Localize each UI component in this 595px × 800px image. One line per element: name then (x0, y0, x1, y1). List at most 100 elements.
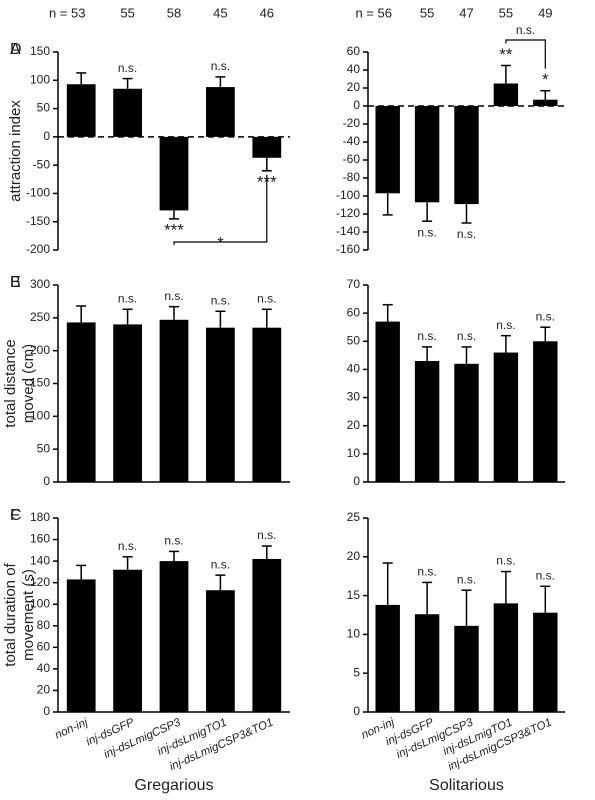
panel-letter: C (10, 507, 22, 524)
bar (66, 579, 96, 712)
y-tick-label: 50 (347, 333, 361, 347)
bar (252, 327, 282, 482)
bar (159, 561, 189, 712)
y-tick-label: 70 (347, 277, 361, 291)
n-label: n = 56 (355, 5, 392, 20)
y-tick-label: 20 (347, 549, 361, 563)
y-axis-label: total distance (2, 339, 19, 427)
n-label: 55 (499, 5, 513, 20)
significance-label: n.s. (457, 227, 476, 241)
bar (493, 83, 519, 106)
significance-label: *** (164, 220, 184, 239)
bar (206, 87, 235, 137)
y-tick-label: 20 (347, 80, 361, 94)
bar (414, 106, 440, 203)
y-tick-label: 10 (347, 627, 361, 641)
y-tick-label: 50 (37, 101, 51, 115)
y-axis-label: movement (s) (20, 569, 37, 661)
bracket-label: * (217, 233, 224, 252)
bar (66, 84, 96, 137)
bar (493, 352, 519, 482)
y-tick-label: 40 (347, 62, 361, 76)
panel-letter: A (10, 41, 21, 58)
y-tick-label: -160 (336, 242, 360, 256)
significance-label: n.s. (211, 557, 230, 571)
y-tick-label: 50 (37, 441, 51, 455)
bar (493, 603, 519, 712)
bar (454, 363, 479, 482)
y-tick-label: -200 (26, 242, 50, 256)
y-tick-label: 60 (37, 640, 51, 654)
y-tick-label: 20 (347, 418, 361, 432)
bar (159, 136, 189, 211)
y-tick-label: 5 (353, 665, 360, 679)
y-tick-label: -40 (343, 134, 361, 148)
significance-label: n.s. (417, 329, 436, 343)
significance-label: n.s. (536, 309, 555, 323)
bracket (505, 39, 546, 69)
y-axis-label: total duration of (2, 562, 19, 666)
significance-label: n.s. (118, 61, 137, 75)
y-tick-label: -100 (336, 188, 360, 202)
y-tick-label: 40 (37, 661, 51, 675)
bar (159, 319, 189, 482)
y-tick-label: 10 (347, 446, 361, 460)
significance-label: n.s. (164, 289, 183, 303)
y-tick-label: 0 (353, 474, 360, 488)
y-tick-label: 100 (30, 72, 50, 86)
bar (113, 324, 142, 482)
y-tick-label: 100 (30, 596, 50, 610)
bar (533, 341, 558, 482)
y-axis-label: attraction index (7, 100, 24, 202)
y-tick-label: 100 (30, 409, 50, 423)
panel-letter: D (10, 41, 22, 58)
y-tick-label: 60 (347, 305, 361, 319)
y-tick-label: -140 (336, 224, 360, 238)
bar (533, 612, 558, 712)
n-label: n = 53 (49, 5, 86, 20)
y-tick-label: 40 (347, 362, 361, 376)
significance-label: n.s. (496, 554, 515, 568)
y-tick-label: 150 (30, 44, 50, 58)
y-tick-label: 0 (43, 129, 50, 143)
y-tick-label: 120 (30, 575, 50, 589)
bar (252, 136, 282, 158)
n-label: 45 (213, 5, 227, 20)
bar (252, 558, 282, 712)
y-tick-label: 160 (30, 532, 50, 546)
y-tick-label: 80 (37, 618, 51, 632)
bracket-label: n.s. (516, 23, 535, 37)
significance-label: n.s. (417, 225, 436, 239)
y-tick-label: 140 (30, 553, 50, 567)
y-tick-label: -120 (336, 206, 360, 220)
n-label: 55 (120, 5, 134, 20)
bar (454, 625, 479, 712)
bar (206, 590, 235, 712)
bar (375, 106, 400, 194)
y-tick-label: 60 (347, 44, 361, 58)
y-tick-label: -150 (26, 214, 50, 228)
y-tick-label: -60 (343, 152, 361, 166)
bar (533, 99, 558, 106)
significance-label: * (542, 70, 549, 89)
x-axis-label: Solitarious (429, 777, 504, 794)
significance-label: ** (499, 45, 513, 64)
significance-label: n.s. (164, 534, 183, 548)
panel-letter: F (10, 507, 20, 524)
n-label: 55 (420, 5, 434, 20)
significance-label: n.s. (118, 291, 137, 305)
panel-letter: B (10, 274, 21, 291)
n-label: 58 (167, 5, 181, 20)
y-tick-label: 250 (30, 310, 50, 324)
bracket (173, 174, 268, 245)
y-tick-label: 0 (353, 704, 360, 718)
bar (414, 614, 440, 712)
significance-label: n.s. (536, 568, 555, 582)
significance-label: n.s. (257, 528, 276, 542)
y-tick-label: 20 (37, 683, 51, 697)
n-label: 47 (459, 5, 473, 20)
y-tick-label: 25 (347, 510, 361, 524)
bar (66, 322, 96, 482)
